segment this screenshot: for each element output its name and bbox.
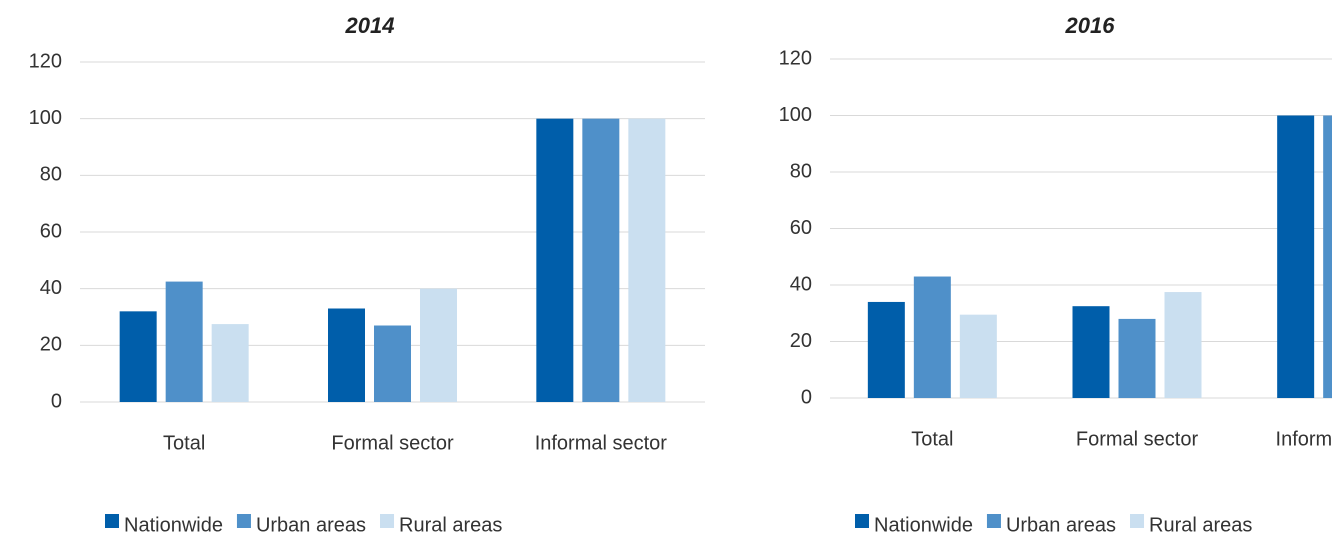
x-tick-label: Informal sector [535, 432, 668, 454]
y-tick-label: 100 [29, 107, 62, 129]
y-tick-label: 40 [40, 277, 62, 299]
y-tick-label: 20 [790, 330, 812, 352]
bar [1164, 292, 1202, 398]
bar [536, 118, 574, 403]
legend-swatch [236, 514, 251, 528]
legend-label: Nationwide [124, 514, 223, 536]
bar [1072, 306, 1110, 398]
legend-label: Rural areas [399, 514, 502, 536]
x-tick-label: Informal sector [1276, 428, 1332, 450]
y-tick-label: 0 [51, 390, 62, 412]
bar [211, 324, 249, 402]
x-tick-label: Total [911, 428, 953, 450]
bar [119, 311, 157, 402]
y-tick-label: 60 [40, 220, 62, 242]
y-tick-label: 60 [790, 217, 812, 239]
legend-swatch [855, 514, 869, 528]
x-tick-label: Total [163, 432, 205, 454]
bar [1323, 115, 1332, 398]
chart-title: 2014 [345, 13, 395, 38]
y-tick-label: 120 [29, 50, 62, 72]
y-tick-label: 80 [40, 164, 62, 186]
y-tick-label: 0 [801, 386, 812, 408]
bar [420, 288, 457, 402]
y-tick-label: 80 [790, 160, 812, 182]
bar [867, 301, 905, 398]
bar [913, 276, 951, 398]
chart-title: 2016 [1065, 13, 1116, 38]
bar [628, 118, 666, 403]
y-tick-label: 40 [790, 273, 812, 295]
legend-swatch [105, 514, 119, 528]
bar [582, 118, 620, 403]
x-tick-label: Formal sector [1076, 428, 1199, 450]
x-tick-label: Formal sector [331, 432, 454, 454]
bar [374, 325, 411, 402]
bar [1277, 115, 1315, 398]
legend-swatch [1130, 514, 1145, 528]
y-tick-label: 100 [779, 104, 812, 126]
bar [165, 281, 203, 402]
y-tick-label: 20 [40, 334, 62, 356]
bar [1118, 318, 1156, 398]
legend-swatch [380, 514, 395, 528]
y-tick-label: 120 [779, 47, 812, 69]
legend-label: Rural areas [1149, 514, 1252, 536]
legend-label: Urban areas [256, 514, 366, 536]
legend-label: Urban areas [1006, 514, 1116, 536]
legend-label: Nationwide [874, 514, 973, 536]
bar [959, 314, 997, 398]
legend-swatch [986, 514, 1001, 528]
bar [328, 308, 365, 402]
